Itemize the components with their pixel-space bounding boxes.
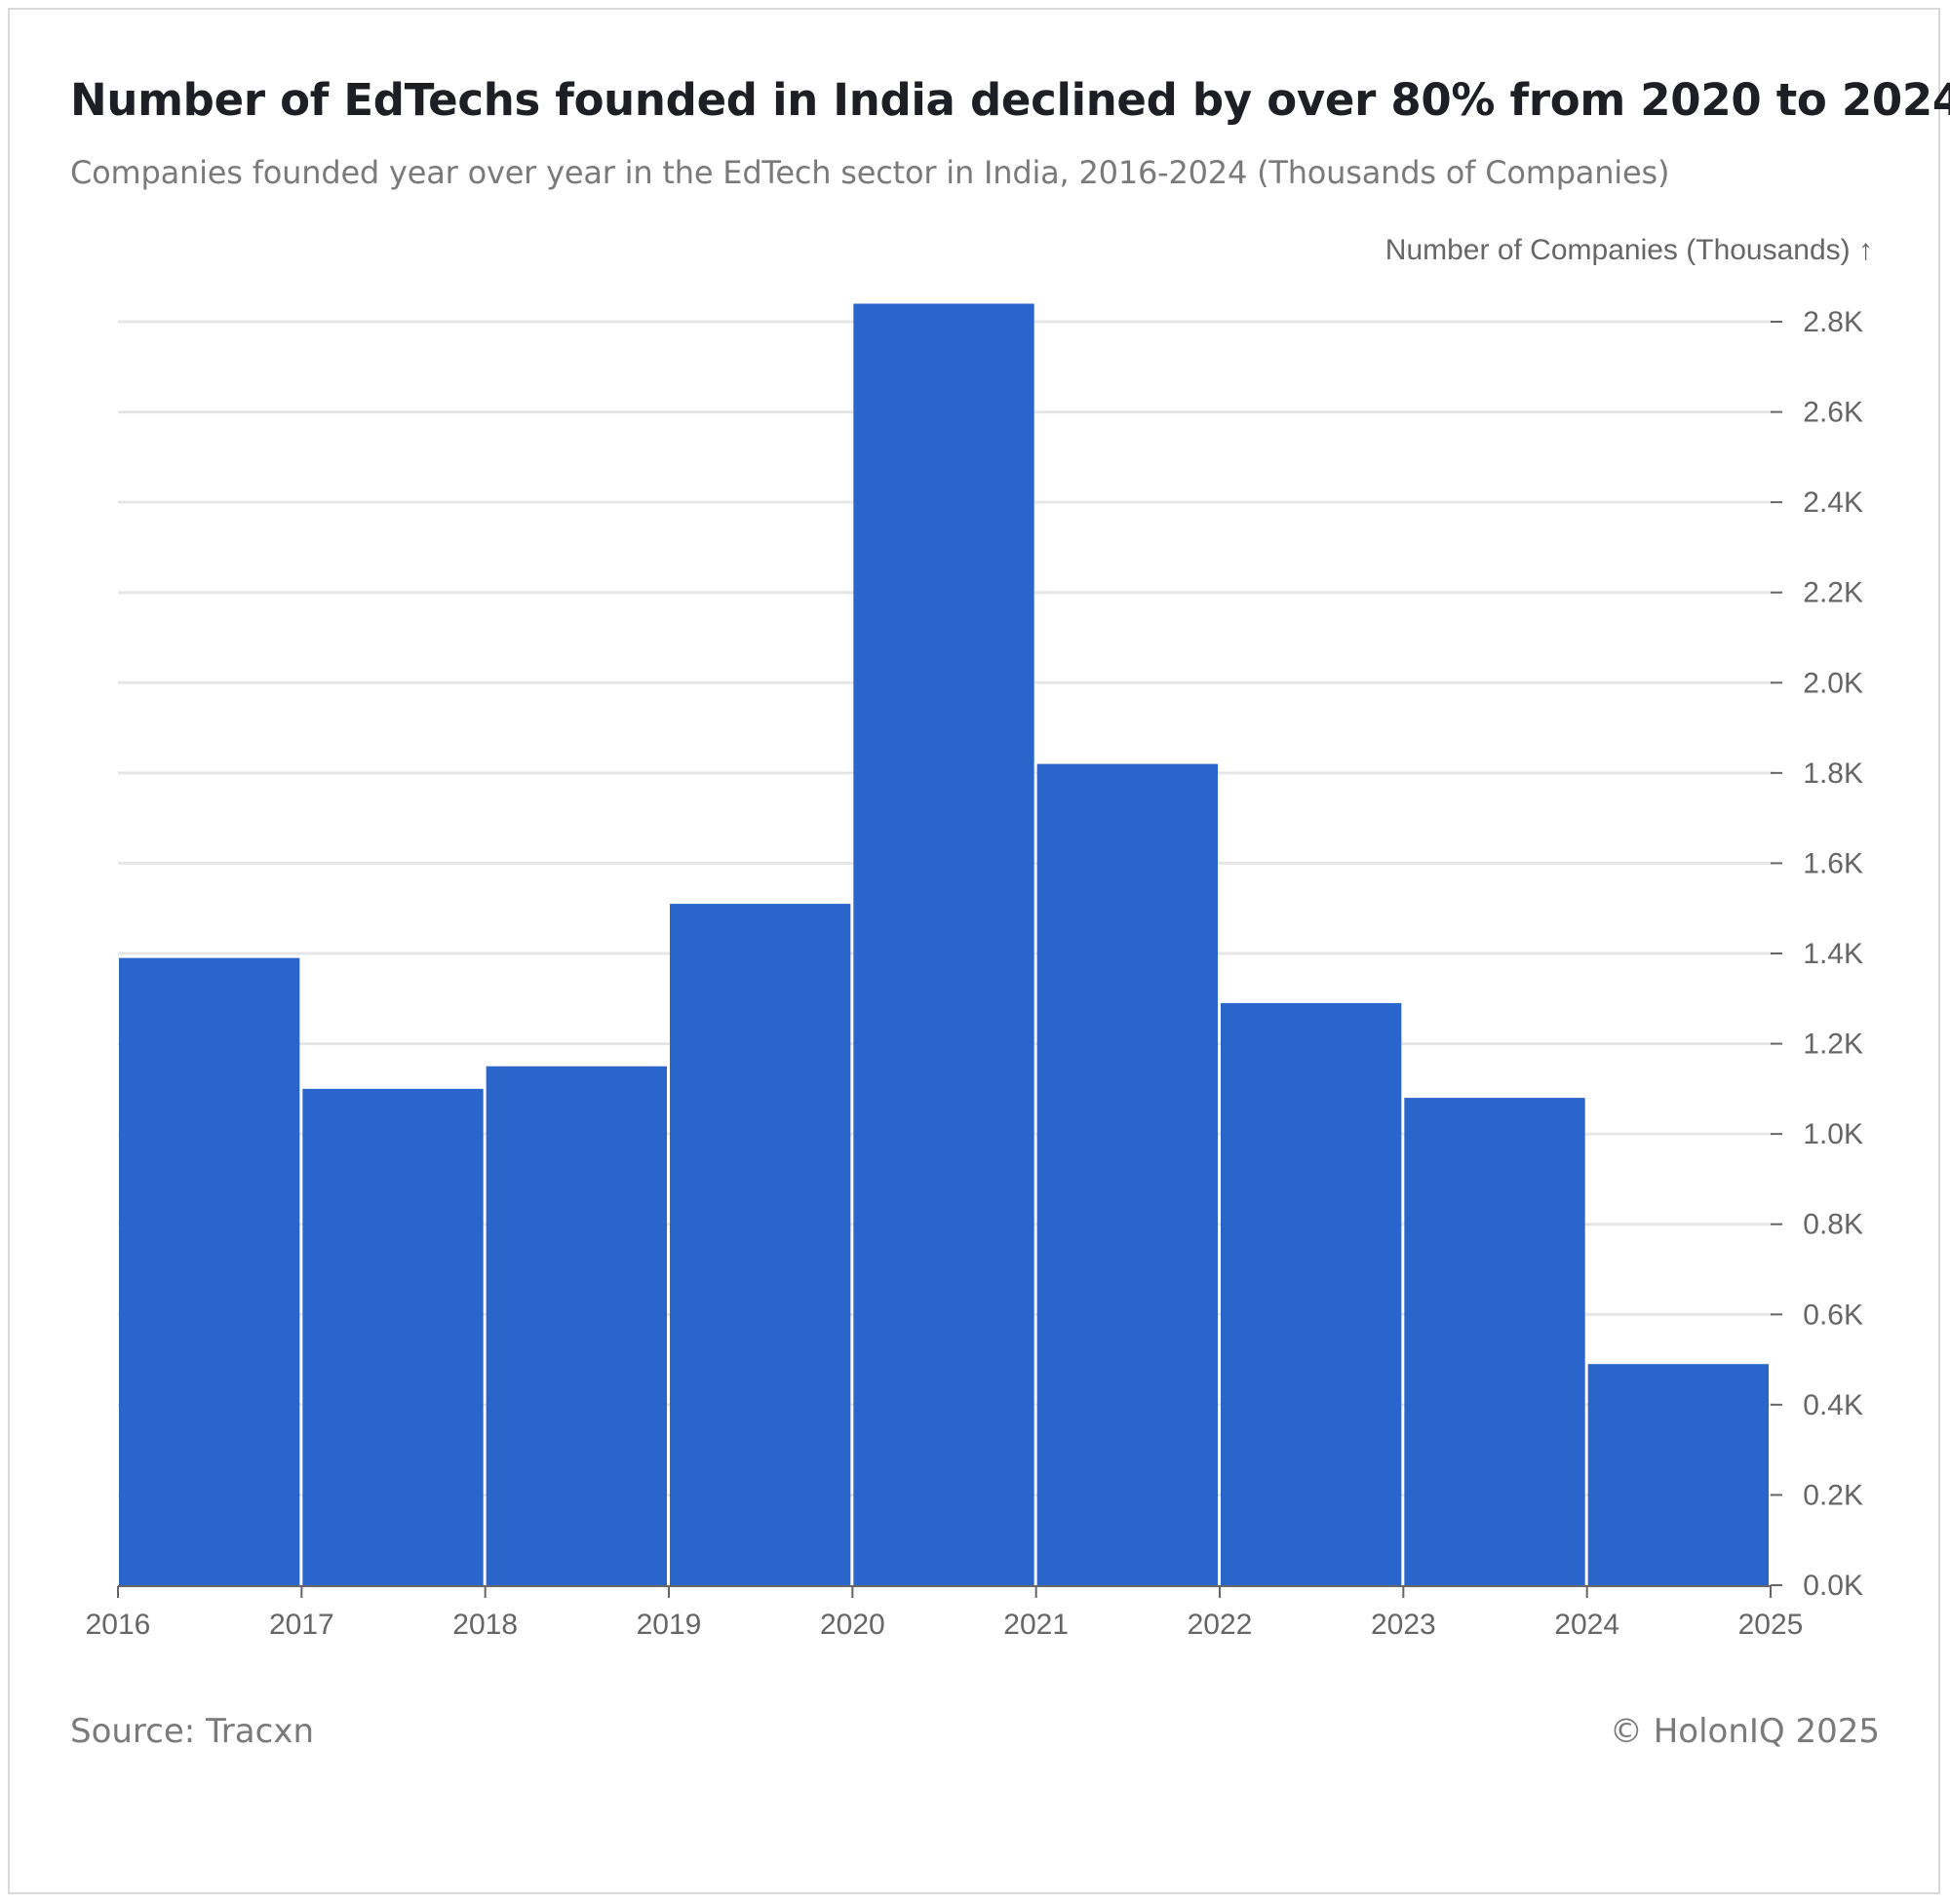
y-tick-label: 2.4K — [1803, 486, 1863, 519]
y-tick-label: 1.4K — [1803, 938, 1863, 970]
y-tick-label: 1.0K — [1803, 1118, 1863, 1150]
y-tick-label: 0.6K — [1803, 1299, 1863, 1331]
x-tick-label: 2025 — [1738, 1609, 1804, 1641]
y-tick-label: 2.6K — [1803, 397, 1863, 429]
bar-2021 — [1036, 763, 1218, 1585]
y-tick-label: 1.6K — [1803, 847, 1863, 879]
bars — [119, 303, 1769, 1585]
bar-2022 — [1221, 1002, 1402, 1585]
axes: 0.0K 0.2K 0.4K 0.6K 0.8K 1.0K 1.2K 1.4K 1.6K 1.8K… — [86, 306, 1863, 1641]
x-tick-label: 2016 — [86, 1609, 151, 1641]
x-tick-label: 2021 — [1003, 1609, 1069, 1641]
y-tick-label: 0.2K — [1803, 1479, 1863, 1511]
chart-subtitle: Companies founded year over year in the … — [70, 154, 1670, 191]
bar-2024 — [1587, 1364, 1769, 1585]
bar-2019 — [670, 904, 851, 1585]
x-tick-label: 2024 — [1554, 1609, 1619, 1641]
x-tick-label: 2022 — [1188, 1609, 1253, 1641]
x-tick-label: 2023 — [1371, 1609, 1436, 1641]
bar-2023 — [1404, 1098, 1585, 1585]
y-tick-label: 0.8K — [1803, 1209, 1863, 1241]
bar-2017 — [302, 1088, 484, 1585]
y-axis-label: Number of Companies (Thousands) ↑ — [1385, 234, 1873, 266]
x-tick-label: 2020 — [820, 1609, 885, 1641]
copyright-note: © HolonIQ 2025 — [1609, 1712, 1880, 1751]
chart-title: Number of EdTechs founded in India decli… — [70, 74, 1950, 126]
y-tick-label: 2.8K — [1803, 306, 1863, 338]
y-tick-label: 1.8K — [1803, 758, 1863, 790]
y-tick-label: 1.2K — [1803, 1029, 1863, 1061]
y-tick-label: 2.2K — [1803, 577, 1863, 609]
y-tick-label: 0.0K — [1803, 1570, 1863, 1602]
bar-2016 — [119, 957, 300, 1585]
y-tick-label: 2.0K — [1803, 667, 1863, 699]
y-tick-label: 0.4K — [1803, 1389, 1863, 1421]
x-tick-label: 2018 — [452, 1609, 518, 1641]
x-tick-label: 2019 — [637, 1609, 702, 1641]
bar-2018 — [486, 1066, 667, 1585]
bar-2020 — [853, 303, 1034, 1585]
source-note: Source: Tracxn — [70, 1712, 314, 1751]
x-tick-label: 2017 — [269, 1609, 334, 1641]
